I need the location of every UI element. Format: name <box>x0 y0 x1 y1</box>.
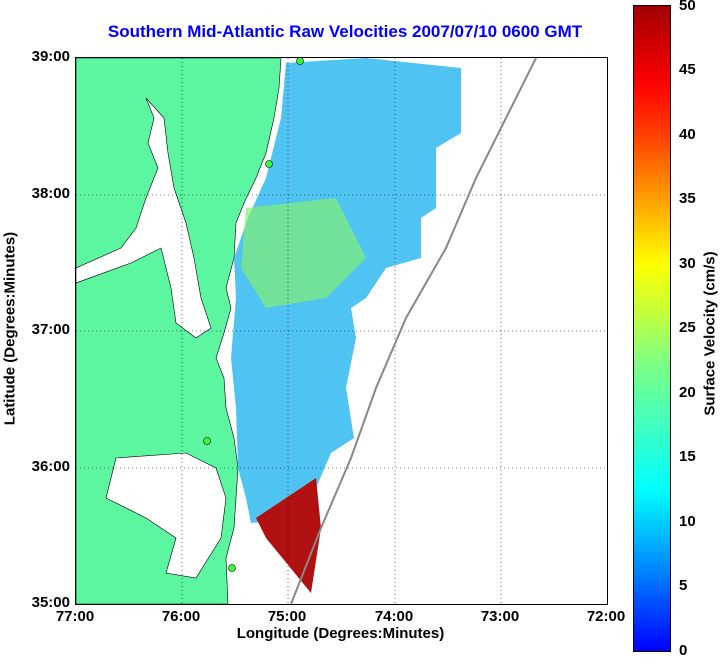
velocity-field-red <box>256 478 321 593</box>
colorbar-tick: 15 <box>679 448 696 465</box>
y-axis-label: Latitude (Degrees:Minutes) <box>1 231 19 426</box>
pamlico-sound <box>105 452 227 579</box>
colorbar-tick: 40 <box>679 126 696 143</box>
x-tick: 72:00 <box>586 608 626 625</box>
colorbar <box>633 5 671 652</box>
x-axis-label: Longitude (Degrees:Minutes) <box>236 625 445 642</box>
map-canvas <box>76 58 607 604</box>
x-tick: 76:00 <box>161 608 201 625</box>
y-tick: 38:00 <box>31 185 70 202</box>
y-tick: 39:00 <box>31 48 70 65</box>
grid <box>76 58 607 604</box>
colorbar-tick: 25 <box>679 319 696 336</box>
velocity-map <box>75 57 608 605</box>
x-tick: 74:00 <box>374 608 414 625</box>
station-marker <box>265 160 273 168</box>
colorbar-tick: 20 <box>679 384 696 401</box>
x-tick: 75:00 <box>267 608 307 625</box>
chesapeake-bay <box>76 97 212 339</box>
y-tick: 35:00 <box>31 594 70 611</box>
colorbar-tick: 50 <box>679 0 696 14</box>
x-tick: 77:00 <box>55 608 95 625</box>
station-marker <box>203 437 211 445</box>
colorbar-tick: 10 <box>679 513 696 530</box>
y-tick: 36:00 <box>31 458 70 475</box>
x-tick: 73:00 <box>480 608 520 625</box>
station-marker <box>228 564 236 572</box>
map-title: Southern Mid-Atlantic Raw Velocities 200… <box>107 22 583 41</box>
colorbar-tick: 5 <box>679 577 688 594</box>
colorbar-tick: 30 <box>679 255 696 272</box>
colorbar-tick: 45 <box>679 61 696 78</box>
colorbar-tick: 35 <box>679 190 696 207</box>
bathymetry-contour <box>290 58 537 604</box>
velocity-field-green <box>241 198 366 308</box>
y-tick: 37:00 <box>31 321 70 338</box>
velocity-field <box>231 58 461 523</box>
colorbar-label: Surface Velocity (cm/s) <box>701 251 719 416</box>
station-marker <box>296 58 304 65</box>
colorbar-tick: 0 <box>679 642 688 659</box>
radar-stations <box>203 58 304 572</box>
